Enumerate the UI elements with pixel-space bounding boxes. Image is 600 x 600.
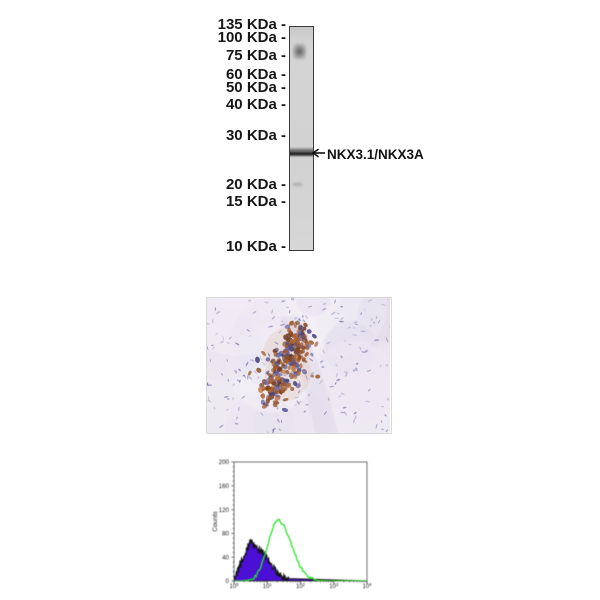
svg-text:104: 104 <box>362 582 372 590</box>
svg-text:200: 200 <box>219 459 230 466</box>
svg-text:Counts: Counts <box>212 510 219 531</box>
svg-text:103: 103 <box>329 582 339 590</box>
svg-text:40: 40 <box>222 554 229 561</box>
svg-text:80: 80 <box>222 531 229 538</box>
svg-text:102: 102 <box>296 582 306 590</box>
svg-text:160: 160 <box>219 483 230 490</box>
svg-text:100: 100 <box>229 582 239 590</box>
svg-text:120: 120 <box>219 507 230 514</box>
svg-text:101: 101 <box>263 582 273 590</box>
